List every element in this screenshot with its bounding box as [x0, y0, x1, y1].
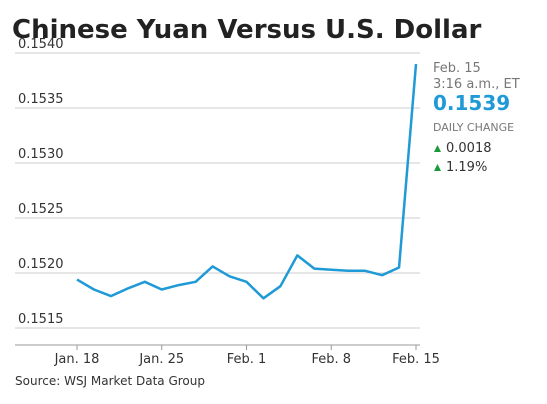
x-tick-label: Feb. 1	[227, 352, 267, 367]
annotation-change: 0.0018	[446, 141, 492, 156]
annotation-label: DAILY CHANGE	[433, 121, 514, 134]
y-tick-label: 0.1535	[18, 92, 64, 107]
y-tick-label: 0.1540	[18, 37, 64, 52]
x-tick-label: Feb. 15	[392, 352, 440, 367]
x-tick-label: Jan. 25	[138, 352, 184, 367]
line	[76, 63, 418, 300]
chart-title: Chinese Yuan Versus U.S. Dollar	[12, 15, 481, 45]
annotation-date: Feb. 15	[433, 61, 481, 76]
up-arrow	[434, 145, 441, 152]
y-tick-label: 0.1525	[18, 202, 64, 217]
annotation-change-pct: 1.19%	[446, 160, 487, 175]
annotation-time: 3:16 a.m., ET	[433, 77, 520, 92]
y-tick-label: 0.1515	[18, 312, 64, 327]
x-tick-label: Feb. 8	[311, 352, 351, 367]
source: Source: WSJ Market Data Group	[15, 374, 205, 388]
up-arrow	[434, 164, 441, 171]
x-tick-label: Jan. 18	[54, 352, 100, 367]
annotation-value: 0.1539	[433, 91, 510, 115]
y-tick-label: 0.1530	[18, 147, 64, 162]
y-tick-label: 0.1520	[18, 257, 64, 272]
